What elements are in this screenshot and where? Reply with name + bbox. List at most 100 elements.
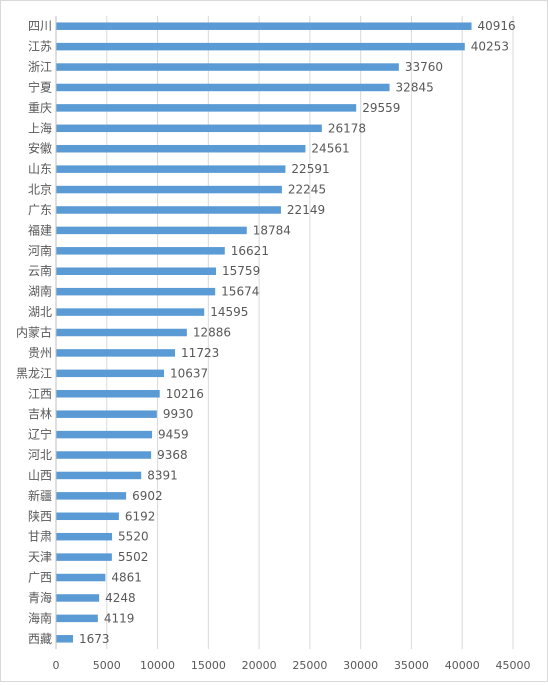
- bar: [56, 430, 153, 439]
- bar: [56, 206, 281, 214]
- bar: [56, 471, 142, 480]
- data-label: 40916: [478, 19, 516, 33]
- data-label: 12886: [193, 326, 231, 340]
- data-label: 6902: [132, 489, 163, 503]
- category-label: 河北: [28, 448, 52, 462]
- bar: [56, 328, 187, 337]
- category-label: 青海: [28, 590, 52, 605]
- bar: [56, 532, 113, 541]
- category-label: 北京: [28, 183, 52, 197]
- data-label: 9459: [158, 428, 189, 442]
- bar: [56, 165, 286, 173]
- data-label: 22149: [287, 203, 325, 217]
- bar: [56, 390, 160, 398]
- bar: [56, 369, 165, 378]
- data-label: 15759: [222, 264, 260, 278]
- data-label: 4119: [104, 611, 135, 625]
- x-tick-labels: 0 5000 10000 15000 20000 25000 30000 35000 40000…: [53, 659, 531, 672]
- category-label: 山西: [28, 468, 52, 482]
- category-label: 四川: [28, 19, 52, 33]
- data-label: 14595: [210, 305, 248, 319]
- data-label: 22591: [291, 162, 329, 176]
- data-label: 10637: [170, 366, 208, 380]
- x-tick-label: 45000: [496, 659, 531, 672]
- bar: [56, 308, 205, 316]
- category-label: 浙江: [28, 60, 52, 74]
- bar: [56, 124, 322, 133]
- bar: [56, 451, 152, 459]
- bars: [56, 22, 472, 643]
- bar: [56, 144, 306, 153]
- bar: [56, 63, 399, 71]
- data-label: 6192: [125, 509, 156, 523]
- x-tick-label: 15000: [191, 659, 226, 672]
- category-label: 湖南: [28, 284, 52, 299]
- data-labels: 40916 40253 33760 32845 29559 26178 24561 22591…: [79, 19, 516, 646]
- bar: [56, 226, 247, 235]
- category-label: 陕西: [28, 508, 52, 523]
- category-label: 天津: [28, 550, 52, 564]
- category-label: 贵州: [28, 346, 52, 360]
- bar: [56, 349, 176, 357]
- category-label: 安徽: [28, 141, 52, 156]
- data-label: 5502: [118, 550, 149, 564]
- bar: [56, 573, 106, 582]
- bar: [56, 410, 157, 418]
- bar: [56, 247, 225, 255]
- data-label: 24561: [311, 142, 349, 156]
- x-tick-label: 30000: [343, 659, 378, 672]
- category-label: 内蒙古: [16, 325, 52, 340]
- bar: [56, 42, 465, 51]
- category-label: 西藏: [28, 632, 52, 646]
- data-label: 29559: [362, 101, 400, 115]
- x-tick-label: 20000: [242, 659, 277, 672]
- category-label: 海南: [28, 610, 52, 625]
- bar: [56, 553, 112, 561]
- data-label: 10216: [166, 387, 204, 401]
- category-label: 新疆: [28, 488, 52, 503]
- data-label: 22245: [288, 183, 326, 197]
- data-label: 8391: [147, 468, 178, 482]
- data-label: 11723: [181, 346, 219, 360]
- bar: [56, 185, 282, 194]
- x-tick-label: 10000: [140, 659, 175, 672]
- category-labels: 四川江苏浙江宁夏重庆上海安徽山东北京广东福建河南云南湖南湖北内蒙古贵州黑龙江江西…: [16, 19, 52, 646]
- bar: [56, 267, 217, 275]
- bar: [56, 594, 100, 602]
- data-label: 32845: [396, 80, 434, 94]
- bar: [56, 22, 472, 30]
- data-label: 40253: [471, 40, 509, 54]
- data-label: 18784: [253, 223, 291, 237]
- category-label: 山东: [28, 162, 52, 176]
- data-label: 16621: [231, 244, 269, 258]
- category-label: 宁夏: [28, 79, 52, 94]
- bar: [56, 635, 73, 643]
- category-label: 湖北: [28, 304, 52, 319]
- data-label: 26178: [328, 121, 366, 135]
- x-tick-label: 25000: [292, 659, 327, 672]
- category-label: 广西: [28, 571, 52, 585]
- gridlines: [106, 16, 514, 649]
- category-label: 福建: [28, 222, 52, 237]
- category-label: 甘肃: [28, 530, 52, 544]
- bar: [56, 614, 98, 623]
- category-label: 辽宁: [28, 427, 52, 442]
- category-label: 江西: [28, 387, 52, 401]
- x-tick-label: 0: [53, 659, 60, 672]
- category-label: 吉林: [28, 407, 52, 421]
- category-label: 江苏: [28, 40, 52, 54]
- data-label: 9368: [157, 448, 188, 462]
- category-label: 重庆: [28, 101, 52, 115]
- category-label: 云南: [28, 263, 52, 278]
- bar: [56, 492, 127, 500]
- data-label: 1673: [79, 632, 110, 646]
- x-tick-label: 40000: [445, 659, 480, 672]
- category-label: 广东: [28, 203, 52, 217]
- category-label: 河南: [28, 243, 52, 258]
- data-label: 4861: [111, 571, 142, 585]
- data-label: 33760: [405, 60, 443, 74]
- data-label: 15674: [221, 285, 259, 299]
- bar: [56, 104, 357, 112]
- x-tick-label: 5000: [93, 659, 121, 672]
